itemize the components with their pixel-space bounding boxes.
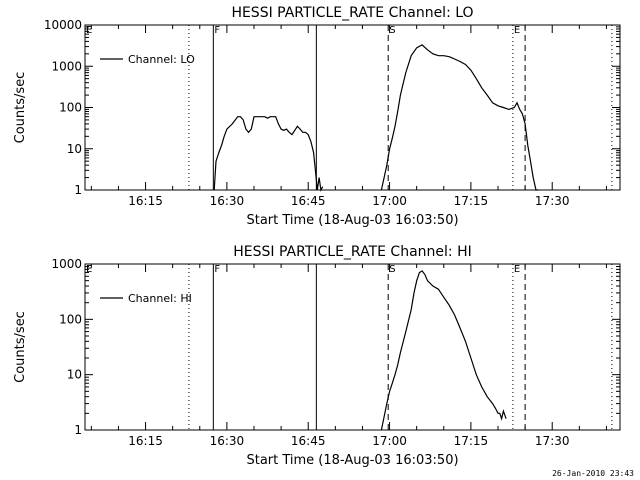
y-tick-label: 10 bbox=[67, 142, 82, 156]
chart-panel-2: HESSI PARTICLE_RATE Channel: HI 16:15 16:3… bbox=[13, 244, 621, 468]
y-tick-label: 100 bbox=[59, 101, 82, 115]
x-tick-label: 17:30 bbox=[535, 194, 570, 208]
timestamp-footer: 26-Jan-2010 23:43 bbox=[552, 469, 634, 478]
x-tick-label: 16:15 bbox=[128, 434, 163, 448]
y-tick-label: 1000 bbox=[51, 59, 82, 73]
y-tick-label: 10 bbox=[67, 368, 82, 382]
y-tick-label: 1000 bbox=[51, 257, 82, 271]
series-line bbox=[380, 270, 507, 431]
x-tick-label: 16:45 bbox=[291, 194, 326, 208]
series-line bbox=[380, 44, 539, 191]
x-tick-label: 17:00 bbox=[372, 194, 407, 208]
plot-frame bbox=[84, 24, 621, 191]
x-tick-label: 17:15 bbox=[454, 194, 489, 208]
event-marker-label: E bbox=[514, 25, 520, 36]
chart-title: HESSI PARTICLE_RATE Channel: LO bbox=[231, 5, 473, 21]
x-axis-label: Start Time (18-Aug-03 16:03:50) bbox=[246, 453, 458, 468]
y-tick-label: 1 bbox=[74, 423, 82, 437]
y-axis-label: Counts/sec bbox=[13, 311, 28, 383]
event-marker-label: S bbox=[389, 264, 395, 275]
x-tick-label: 16:30 bbox=[210, 194, 245, 208]
x-tick-label: 17:15 bbox=[454, 434, 489, 448]
x-tick-label: 16:30 bbox=[210, 434, 245, 448]
chart-panel-1: HESSI PARTICLE_RATE Channel: LO 16:15 16:3… bbox=[13, 5, 621, 228]
corner-marker-label: E bbox=[86, 25, 92, 36]
legend-label: Channel: HI bbox=[128, 292, 192, 305]
x-axis-label: Start Time (18-Aug-03 16:03:50) bbox=[246, 213, 458, 228]
event-marker-label: F bbox=[214, 264, 220, 275]
corner-marker-label: E bbox=[86, 264, 92, 275]
y-axis-label: Counts/sec bbox=[13, 72, 28, 144]
event-marker-label: E bbox=[514, 264, 520, 275]
y-tick-label: 1 bbox=[74, 183, 82, 197]
x-tick-label: 17:30 bbox=[535, 434, 570, 448]
event-marker-label: S bbox=[389, 25, 395, 36]
chart-title: HESSI PARTICLE_RATE Channel: HI bbox=[233, 244, 471, 260]
legend-label: Channel: LO bbox=[128, 53, 195, 66]
event-marker-label: F bbox=[214, 25, 220, 36]
series-line bbox=[213, 116, 324, 192]
plot-frame bbox=[84, 263, 621, 431]
y-tick-label: 10000 bbox=[44, 18, 82, 32]
x-tick-label: 16:15 bbox=[128, 194, 163, 208]
x-tick-label: 16:45 bbox=[291, 434, 326, 448]
x-tick-label: 17:00 bbox=[372, 434, 407, 448]
y-tick-label: 100 bbox=[59, 312, 82, 326]
